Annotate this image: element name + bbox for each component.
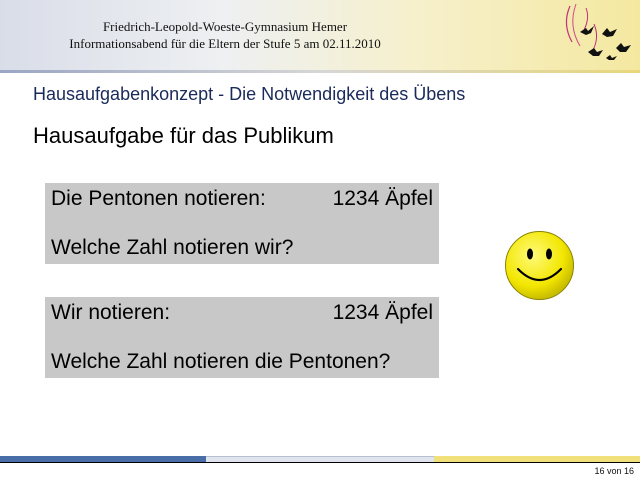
footer-rule <box>0 462 640 463</box>
box-2-question: Welche Zahl notieren die Pentonen? <box>51 350 391 373</box>
box-1-label: Die Pentonen notieren: <box>51 187 266 210</box>
section-title: Hausaufgabenkonzept - Die Notwendigkeit … <box>33 84 466 104</box>
footer-bar-light <box>206 456 434 462</box>
page-number: 16 von 16 <box>594 466 634 476</box>
school-name: Friedrich-Leopold-Woeste-Gymnasium Hemer <box>102 19 348 34</box>
footer-bar-blue <box>0 456 206 462</box>
slide-heading: Hausaufgabe für das Publikum <box>33 123 334 148</box>
footer-bar-yellow <box>434 456 640 462</box>
birds-logo-icon <box>565 3 631 60</box>
task-box-2: Wir notieren: 1234 Äpfel Welche Zahl not… <box>45 297 439 378</box>
header-rule <box>0 70 640 73</box>
smiley-face-icon <box>505 231 574 300</box>
slide-header: Friedrich-Leopold-Woeste-Gymnasium Hemer… <box>0 0 640 70</box>
box-1-question: Welche Zahl notieren wir? <box>51 236 294 259</box>
box-2-value: 1234 Äpfel <box>332 301 433 324</box>
event-line: Informationsabend für die Eltern der Stu… <box>69 36 381 51</box>
box-1-value: 1234 Äpfel <box>332 187 433 210</box>
task-box-1: Die Pentonen notieren: 1234 Äpfel Welche… <box>45 183 439 264</box>
box-2-label: Wir notieren: <box>51 301 171 324</box>
